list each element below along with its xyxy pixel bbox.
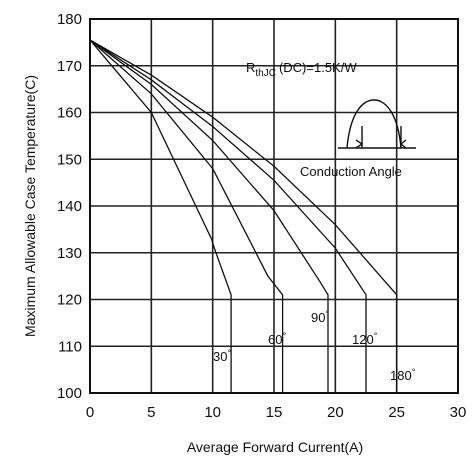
rth-value: (DC)=1.5K/W bbox=[279, 60, 357, 75]
x-tick-label: 20 bbox=[327, 404, 344, 421]
y-axis-label: Maximum Allowable Case Temperature(C) bbox=[22, 75, 38, 337]
conduction-angle-icon bbox=[338, 99, 416, 149]
series-label-60: 60° bbox=[268, 331, 286, 347]
x-tick-label: 0 bbox=[86, 404, 94, 421]
x-tick-label: 30 bbox=[450, 404, 467, 421]
x-tick-label: 15 bbox=[266, 404, 283, 421]
series-labels: 30°60°90°120°180° bbox=[213, 309, 416, 383]
rth-annotation: RthJC (DC)=1.5K/W bbox=[246, 60, 357, 79]
series-label-180: 180° bbox=[390, 367, 416, 383]
y-tick-label: 140 bbox=[57, 198, 82, 215]
y-tick-label: 120 bbox=[57, 292, 82, 309]
series-label-120: 120° bbox=[352, 331, 378, 347]
series-line-60 bbox=[89, 39, 284, 393]
series-label-30: 30° bbox=[213, 348, 231, 364]
x-tick-label: 25 bbox=[388, 404, 405, 421]
rth-symbol: R bbox=[246, 60, 255, 75]
degree-mark: ° bbox=[227, 348, 231, 358]
x-tick-label: 10 bbox=[204, 404, 221, 421]
series-label-90: 90° bbox=[311, 309, 329, 325]
series-line-180 bbox=[89, 39, 398, 393]
y-tick-label: 160 bbox=[57, 105, 82, 122]
series-line-90 bbox=[89, 39, 329, 393]
series-label-value: 30 bbox=[213, 349, 227, 364]
series-label-value: 60 bbox=[268, 332, 282, 347]
conduction-angle-label: Conduction Angle bbox=[300, 164, 402, 179]
series-line-120 bbox=[89, 39, 367, 393]
y-tick-label: 110 bbox=[58, 338, 82, 355]
x-tick-labels: 0 5 10 15 20 25 30 bbox=[86, 404, 467, 421]
y-tick-label: 180 bbox=[57, 11, 82, 28]
y-tick-label: 100 bbox=[57, 385, 82, 402]
degree-mark: ° bbox=[325, 309, 329, 319]
degree-mark: ° bbox=[374, 331, 378, 341]
plot-frame bbox=[89, 18, 459, 394]
y-tick-label: 130 bbox=[57, 245, 82, 262]
series-curves bbox=[89, 39, 398, 393]
rth-subscript: thJC bbox=[255, 68, 276, 79]
y-tick-label: 150 bbox=[57, 151, 82, 168]
y-tick-label: 170 bbox=[57, 58, 82, 75]
series-line-30 bbox=[89, 39, 232, 393]
x-axis-label: Average Forward Current(A) bbox=[187, 439, 363, 455]
series-label-value: 120 bbox=[352, 332, 374, 347]
degree-mark: ° bbox=[282, 331, 286, 341]
series-label-value: 90 bbox=[311, 310, 325, 325]
y-tick-labels: 100 110 120 130 140 150 160 170 180 bbox=[57, 11, 82, 402]
degree-mark: ° bbox=[412, 367, 416, 377]
x-tick-label: 5 bbox=[147, 404, 155, 421]
series-label-value: 180 bbox=[390, 368, 412, 383]
